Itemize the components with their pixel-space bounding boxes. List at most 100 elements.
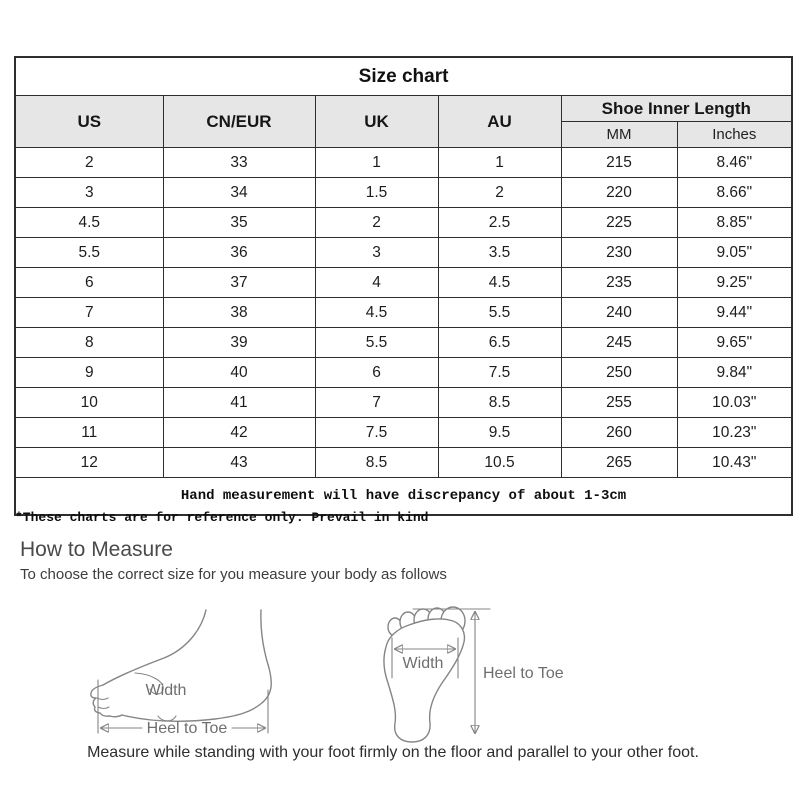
cell-au: 5.5	[437, 297, 562, 328]
width-wrap-curve	[134, 672, 164, 695]
cell-inches: 9.25"	[676, 267, 793, 298]
col-subheader-inches: Inches	[676, 121, 793, 148]
cell-mm: 220	[560, 177, 678, 208]
cell-mm: 230	[560, 237, 678, 268]
cell-uk: 8.5	[314, 447, 439, 478]
cell-cneur: 33	[162, 147, 316, 178]
cell-inches: 8.85"	[676, 207, 793, 238]
width-label: Width	[146, 682, 187, 699]
foot-bottom-outline	[383, 618, 466, 743]
cell-uk: 2	[314, 207, 439, 238]
foot-side-outline	[102, 609, 207, 686]
cell-us: 4.5	[14, 207, 164, 238]
foot-side-toes	[90, 684, 123, 718]
cell-mm: 250	[560, 357, 678, 388]
col-header-cneur: CN/EUR	[162, 95, 316, 148]
how-to-measure-heading: How to Measure	[20, 538, 173, 561]
cell-inches: 10.43"	[676, 447, 793, 478]
cell-inches: 8.66"	[676, 177, 793, 208]
cell-us: 6	[14, 267, 164, 298]
cell-cneur: 37	[162, 267, 316, 298]
cell-uk: 4	[314, 267, 439, 298]
cell-mm: 240	[560, 297, 678, 328]
col-header-shoe-inner-length: Shoe Inner Length	[560, 95, 793, 122]
table-row: 10 41 7 8.5 255 10.03"	[14, 387, 793, 418]
col-header-au: AU	[437, 95, 562, 148]
table-row: 3 34 1.5 2 220 8.66"	[14, 177, 793, 208]
cell-us: 8	[14, 327, 164, 358]
cell-au: 9.5	[437, 417, 562, 448]
cell-cneur: 41	[162, 387, 316, 418]
measure-caption: Measure while standing with your foot fi…	[87, 744, 699, 761]
col-subheader-mm: MM	[560, 121, 678, 148]
cell-inches: 9.44"	[676, 297, 793, 328]
cell-uk: 5.5	[314, 327, 439, 358]
cell-us: 2	[14, 147, 164, 178]
cell-cneur: 38	[162, 297, 316, 328]
cell-uk: 7	[314, 387, 439, 418]
cell-mm: 225	[560, 207, 678, 238]
cell-mm: 245	[560, 327, 678, 358]
cell-cneur: 43	[162, 447, 316, 478]
cell-au: 7.5	[437, 357, 562, 388]
cell-cneur: 34	[162, 177, 316, 208]
cell-au: 2	[437, 177, 562, 208]
cell-mm: 255	[560, 387, 678, 418]
how-to-measure-subheading: To choose the correct size for you measu…	[20, 566, 447, 583]
table-row: 5.5 36 3 3.5 230 9.05"	[14, 237, 793, 268]
title-row: Size chart	[14, 56, 793, 96]
cell-mm: 265	[560, 447, 678, 478]
cell-inches: 10.23"	[676, 417, 793, 448]
cell-au: 3.5	[437, 237, 562, 268]
foot-side-sole	[121, 701, 264, 723]
reference-note: *These charts are for reference only. Pr…	[15, 510, 429, 525]
cell-us: 3	[14, 177, 164, 208]
cell-uk: 1	[314, 147, 439, 178]
cell-au: 1	[437, 147, 562, 178]
width-wrap-curve	[157, 715, 177, 722]
cell-cneur: 36	[162, 237, 316, 268]
cell-uk: 4.5	[314, 297, 439, 328]
cell-cneur: 39	[162, 327, 316, 358]
cell-cneur: 40	[162, 357, 316, 388]
cell-uk: 6	[314, 357, 439, 388]
table-row: 6 37 4 4.5 235 9.25"	[14, 267, 793, 298]
cell-inches: 8.46"	[676, 147, 793, 178]
table-row: 2 33 1 1 215 8.46"	[14, 147, 793, 178]
toe-crease	[96, 697, 109, 701]
cell-us: 5.5	[14, 237, 164, 268]
cell-mm: 215	[560, 147, 678, 178]
cell-uk: 7.5	[314, 417, 439, 448]
cell-au: 6.5	[437, 327, 562, 358]
cell-inches: 9.05"	[676, 237, 793, 268]
table-footnote: Hand measurement will have discrepancy o…	[14, 477, 793, 516]
heel-to-toe-label: Heel to Toe	[483, 665, 564, 682]
cell-inches: 10.03"	[676, 387, 793, 418]
cell-cneur: 42	[162, 417, 316, 448]
table-row: 12 43 8.5 10.5 265 10.43"	[14, 447, 793, 478]
cell-inches: 9.65"	[676, 327, 793, 358]
cell-cneur: 35	[162, 207, 316, 238]
subheader-row: MM Inches	[15, 121, 793, 148]
size-chart-title: Size chart	[14, 56, 793, 96]
cell-au: 4.5	[437, 267, 562, 298]
col-header-us: US	[14, 95, 164, 148]
cell-mm: 235	[560, 267, 678, 298]
toe-crease	[97, 706, 110, 710]
cell-uk: 3	[314, 237, 439, 268]
table-row: 9 40 6 7.5 250 9.84"	[14, 357, 793, 388]
foot-bottom-view-illustration: Width Heel to Toe	[383, 606, 564, 743]
cell-us: 9	[14, 357, 164, 388]
foot-side-view-illustration: Heel to Toe Width	[90, 609, 272, 737]
cell-au: 10.5	[437, 447, 562, 478]
cell-us: 10	[14, 387, 164, 418]
cell-us: 7	[14, 297, 164, 328]
cell-us: 11	[14, 417, 164, 448]
foot-side-heel	[260, 609, 272, 703]
col-header-uk: UK	[314, 95, 439, 148]
table-row: 8 39 5.5 6.5 245 9.65"	[14, 327, 793, 358]
cell-mm: 260	[560, 417, 678, 448]
heel-to-toe-label: Heel to Toe	[147, 720, 228, 737]
cell-us: 12	[14, 447, 164, 478]
